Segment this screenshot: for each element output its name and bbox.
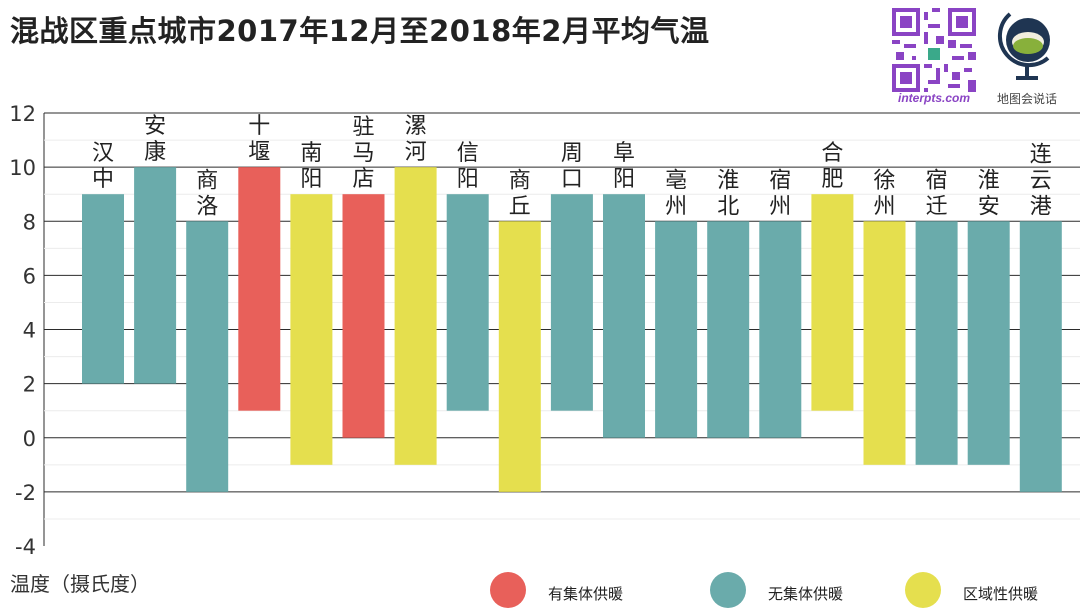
bar-亳州 [655,221,698,438]
category-label: 北 [717,194,739,219]
y-tick-label: -4 [15,535,36,559]
category-label: 阜 [613,141,635,166]
y-axis-label: 温度（摄氏度） [10,572,150,596]
bar-安康 [134,167,177,384]
category-label: 阳 [457,167,479,192]
category-label: 康 [144,140,166,165]
bar-徐州 [863,221,906,465]
category-label: 堰 [248,140,270,165]
category-label: 马 [352,141,374,166]
legend-swatch [490,572,526,608]
category-label: 阳 [300,167,322,192]
category-label: 洛 [196,194,218,219]
category-label: 丘 [509,194,531,219]
y-tick-label: 2 [23,373,36,397]
legend-swatch [905,572,941,608]
y-tick-label: 12 [9,102,36,126]
globe-logo-icon [997,12,1050,80]
category-label: 周 [561,141,583,166]
legend-swatch [710,572,746,608]
legend-label: 有集体供暖 [548,585,624,603]
category-label: 安 [978,194,1000,219]
y-tick-label: 4 [23,319,36,343]
bar-信阳 [446,194,489,411]
category-label: 漯 [405,114,427,139]
category-label: 宿 [769,168,791,193]
category-label: 亳 [665,168,687,193]
category-label: 驻 [352,115,374,140]
category-label: 商 [509,168,531,193]
y-tick-label: 8 [23,210,36,234]
category-label: 河 [405,140,427,165]
category-label: 连 [1030,142,1052,167]
category-label: 店 [352,167,374,192]
bar-淮北 [707,221,750,438]
category-label: 汉 [92,141,114,166]
category-label: 州 [873,194,895,219]
bar-驻马店 [342,194,385,438]
category-label: 淮 [717,168,739,193]
bar-连云港 [1019,221,1062,492]
legend-label: 区域性供暖 [963,585,1039,603]
qr-caption: interpts.com [897,91,970,105]
bar-商洛 [186,221,229,492]
category-label: 云 [1030,168,1052,193]
category-label: 宿 [926,168,948,193]
category-label: 迁 [926,194,948,219]
category-label: 安 [144,114,166,139]
category-label: 州 [665,194,687,219]
qr-code-icon [892,8,976,92]
category-label: 口 [561,167,583,192]
category-label: 阳 [613,167,635,192]
bar-淮安 [967,221,1010,465]
bar-宿迁 [915,221,958,465]
category-label: 淮 [978,168,1000,193]
category-label: 合 [821,141,843,166]
legend-label: 无集体供暖 [768,585,844,603]
logo-caption: 地图会说话 [996,92,1057,106]
y-tick-label: -2 [15,481,36,505]
category-label: 中 [92,167,114,192]
category-label: 信 [457,141,479,166]
category-label: 十 [248,114,270,139]
bar-漯河 [394,167,437,465]
category-label: 商 [196,168,218,193]
bar-周口 [550,194,593,411]
bar-宿州 [759,221,802,438]
bar-合肥 [811,194,854,411]
y-tick-label: 0 [23,427,36,451]
category-label: 徐 [873,168,895,193]
bar-阜阳 [603,194,645,438]
bar-商丘 [498,221,541,492]
bar-十堰 [238,167,281,411]
category-label: 州 [769,194,791,219]
y-tick-label: 6 [23,264,36,288]
chart-title: 混战区重点城市2017年12月至2018年2月平均气温 [10,14,710,48]
category-label: 肥 [821,167,843,192]
bar-汉中 [82,194,124,384]
category-label: 港 [1030,194,1052,219]
y-tick-label: 10 [9,156,36,180]
bar-南阳 [290,194,333,465]
category-label: 南 [300,141,322,166]
